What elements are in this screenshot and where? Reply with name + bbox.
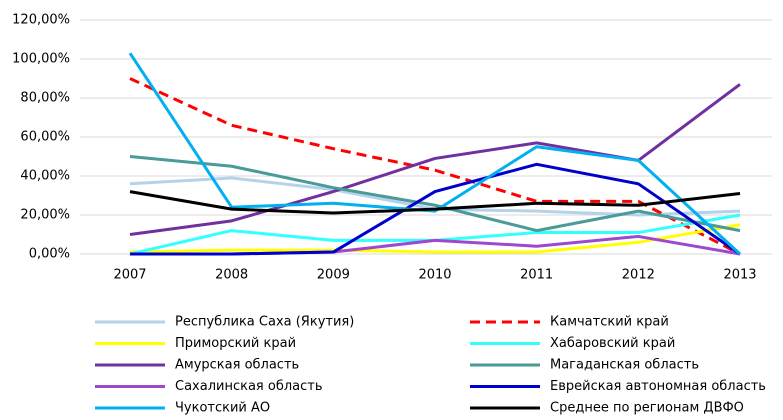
x-tick-label: 2007: [113, 268, 146, 283]
legend-label: Сахалинская область: [175, 379, 323, 394]
legend-label: Еврейская автономная область: [550, 379, 766, 394]
legend-label: Хабаровский край: [550, 336, 675, 351]
x-tick-label: 2012: [622, 268, 655, 283]
legend-label: Чукотский АО: [175, 401, 270, 416]
legend-label: Амурская область: [175, 358, 299, 373]
legend-label: Камчатский край: [550, 315, 669, 330]
series-line: [128, 52, 742, 256]
y-tick-label: 20,00%: [20, 208, 70, 223]
series-line: [129, 155, 741, 233]
legend-label: Магаданская область: [550, 358, 699, 373]
x-tick-label: 2013: [723, 268, 756, 283]
series-line: [130, 162, 741, 256]
x-tick-label: 2009: [317, 268, 350, 283]
x-tick-label: 2010: [418, 268, 451, 283]
y-tick-label: 0,00%: [29, 247, 70, 262]
y-tick-label: 60,00%: [20, 130, 70, 145]
y-tick-label: 120,00%: [12, 13, 70, 28]
x-tick-label: 2008: [215, 268, 248, 283]
x-tick-label: 2011: [520, 268, 553, 283]
legend-label: Среднее по регионам ДВФО: [550, 401, 744, 416]
series-line: [129, 190, 741, 215]
series-line: [129, 77, 741, 256]
legend-label: Республика Саха (Якутия): [175, 315, 354, 330]
legend-label: Приморский край: [175, 336, 296, 351]
series-line: [129, 223, 741, 254]
y-tick-label: 40,00%: [20, 169, 70, 184]
y-tick-label: 80,00%: [20, 91, 70, 106]
y-tick-label: 100,00%: [12, 52, 70, 67]
